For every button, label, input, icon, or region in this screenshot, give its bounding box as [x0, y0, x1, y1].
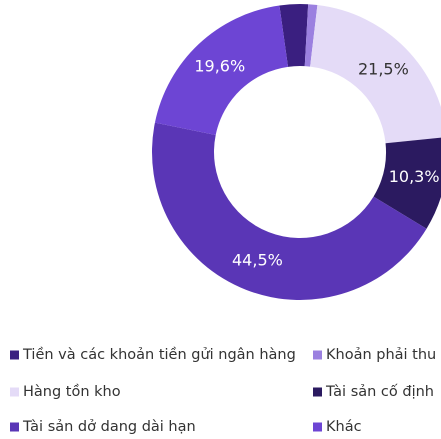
- data-label: 19,6%: [194, 56, 245, 75]
- legend-swatch: [10, 387, 19, 397]
- legend-label: Khác: [326, 419, 362, 435]
- legend-swatch: [313, 350, 322, 360]
- donut-slice: [151, 122, 427, 301]
- legend-label: Tài sản cố định: [325, 383, 434, 400]
- donut-slice: [154, 5, 289, 135]
- legend-label: Tiền và các khoản tiền gửi ngân hàng: [22, 346, 296, 363]
- legend-label: Tài sản dở dang dài hạn: [22, 419, 196, 435]
- data-label: 21,5%: [358, 59, 409, 78]
- donut-slice: [310, 5, 441, 144]
- legend-swatch: [313, 387, 322, 397]
- data-label: 10,3%: [389, 167, 440, 186]
- donut-slice: [279, 4, 309, 67]
- legend-swatch: [10, 422, 19, 432]
- legend-swatch: [10, 350, 19, 360]
- data-label: 44,5%: [232, 250, 283, 269]
- donut-slice: [304, 4, 318, 67]
- legend-label: Khoản phải thu: [326, 347, 436, 363]
- legend-swatch: [313, 422, 322, 432]
- legend-label: Hàng tồn kho: [23, 383, 121, 400]
- donut-slice: [373, 137, 441, 229]
